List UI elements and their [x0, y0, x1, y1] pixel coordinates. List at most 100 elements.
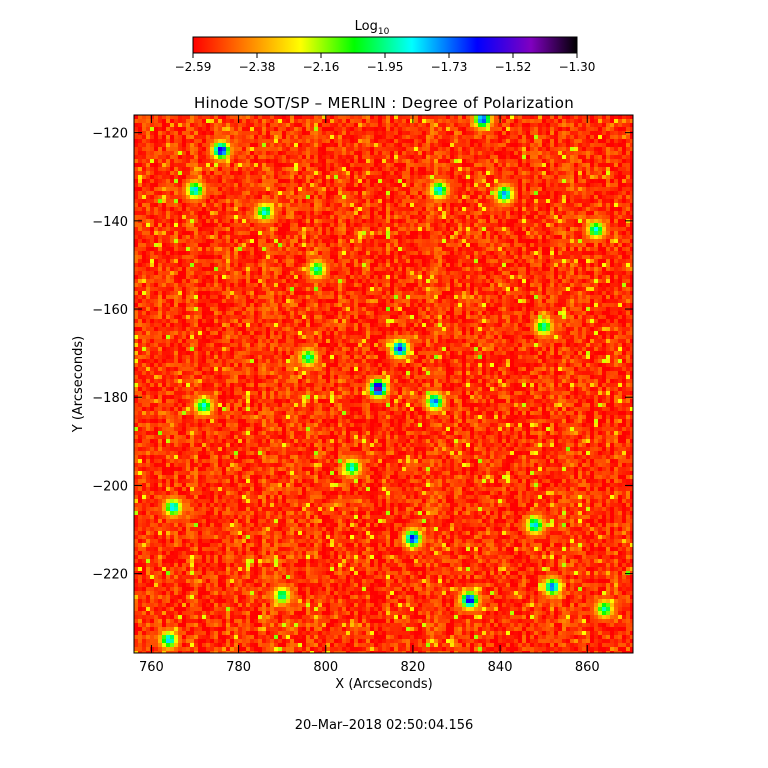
heatmap-cell	[182, 215, 186, 219]
heatmap-cell	[414, 231, 418, 235]
heatmap-cell	[538, 247, 542, 251]
heatmap-cell	[554, 199, 558, 203]
heatmap-cell	[234, 159, 238, 163]
heatmap-cell	[414, 155, 418, 159]
heatmap-cell	[302, 123, 306, 127]
heatmap-cell	[538, 151, 542, 155]
heatmap-cell	[390, 263, 394, 267]
heatmap-cell	[186, 263, 190, 267]
heatmap-cell	[418, 263, 422, 267]
heatmap-cell	[178, 115, 182, 119]
heatmap-cell	[210, 167, 214, 171]
heatmap-cell	[290, 123, 294, 127]
heatmap-cell	[590, 119, 594, 123]
heatmap-cell	[222, 163, 226, 167]
heatmap-cell	[618, 167, 622, 171]
heatmap-cell	[170, 155, 174, 159]
heatmap-cell	[146, 119, 150, 123]
heatmap-cell	[486, 175, 490, 179]
heatmap-cell	[430, 199, 434, 203]
heatmap-cell	[182, 147, 186, 151]
heatmap-cell	[218, 243, 222, 247]
heatmap-cell	[402, 151, 406, 155]
heatmap-cell	[198, 187, 202, 191]
heatmap-cell	[302, 231, 306, 235]
heatmap-cell	[362, 163, 366, 167]
heatmap-cell	[618, 119, 622, 123]
heatmap-cell	[286, 215, 290, 219]
heatmap-cell	[402, 271, 406, 275]
heatmap-cell	[338, 243, 342, 247]
heatmap-cell	[138, 251, 142, 255]
heatmap-cell	[210, 131, 214, 135]
heatmap-cell	[346, 123, 350, 127]
heatmap-cell	[598, 215, 602, 219]
heatmap-cell	[622, 215, 626, 219]
heatmap-cell	[598, 251, 602, 255]
heatmap-cell	[450, 179, 454, 183]
heatmap-cell	[418, 159, 422, 163]
heatmap-cell	[598, 115, 602, 119]
heatmap-cell	[186, 147, 190, 151]
heatmap-cell	[286, 155, 290, 159]
heatmap-cell	[514, 187, 518, 191]
heatmap-cell	[598, 219, 602, 223]
heatmap-cell	[354, 171, 358, 175]
heatmap-cell	[542, 231, 546, 235]
heatmap-cell	[622, 255, 626, 259]
heatmap-cell	[266, 183, 270, 187]
heatmap-cell	[162, 271, 166, 275]
heatmap-cell	[362, 263, 366, 267]
heatmap-cell	[350, 135, 354, 139]
heatmap-cell	[618, 187, 622, 191]
heatmap-cell	[178, 131, 182, 135]
heatmap-cell	[342, 227, 346, 231]
heatmap-cell	[582, 175, 586, 179]
heatmap-cell	[562, 231, 566, 235]
heatmap-cell	[598, 211, 602, 215]
heatmap-cell	[394, 131, 398, 135]
heatmap-cell	[598, 191, 602, 195]
heatmap-cell	[578, 211, 582, 215]
heatmap-cell	[274, 239, 278, 243]
heatmap-cell	[518, 135, 522, 139]
heatmap-cell	[482, 219, 486, 223]
heatmap-cell	[374, 235, 378, 239]
heatmap-cell	[590, 175, 594, 179]
heatmap-cell	[214, 259, 218, 263]
heatmap-cell	[426, 243, 430, 247]
heatmap-cell	[190, 175, 194, 179]
heatmap-cell	[350, 167, 354, 171]
heatmap-cell	[490, 263, 494, 267]
heatmap-cell	[198, 119, 202, 123]
heatmap-cell	[242, 255, 246, 259]
heatmap-cell	[258, 271, 262, 275]
heatmap-cell	[510, 123, 514, 127]
heatmap-cell	[426, 247, 430, 251]
heatmap-cell	[466, 267, 470, 271]
heatmap-cell	[266, 155, 270, 159]
heatmap-cell	[402, 147, 406, 151]
heatmap-cell	[630, 163, 633, 167]
heatmap-cell	[506, 251, 510, 255]
heatmap-cell	[550, 199, 554, 203]
heatmap-cell	[214, 191, 218, 195]
heatmap-cell	[186, 119, 190, 123]
heatmap-cell	[386, 127, 390, 131]
heatmap-cell	[314, 247, 318, 251]
heatmap-cell	[166, 255, 170, 259]
heatmap-cell	[434, 215, 438, 219]
heatmap-cell	[522, 175, 526, 179]
heatmap-cell	[250, 131, 254, 135]
heatmap-cell	[598, 123, 602, 127]
heatmap-cell	[534, 175, 538, 179]
heatmap-cell	[538, 115, 542, 119]
heatmap-cell	[310, 171, 314, 175]
heatmap-cell	[210, 127, 214, 131]
heatmap-cell	[594, 163, 598, 167]
heatmap-cell	[190, 151, 194, 155]
heatmap-cell	[534, 227, 538, 231]
heatmap-cell	[602, 135, 606, 139]
heatmap-cell	[330, 155, 334, 159]
heatmap-cell	[382, 231, 386, 235]
